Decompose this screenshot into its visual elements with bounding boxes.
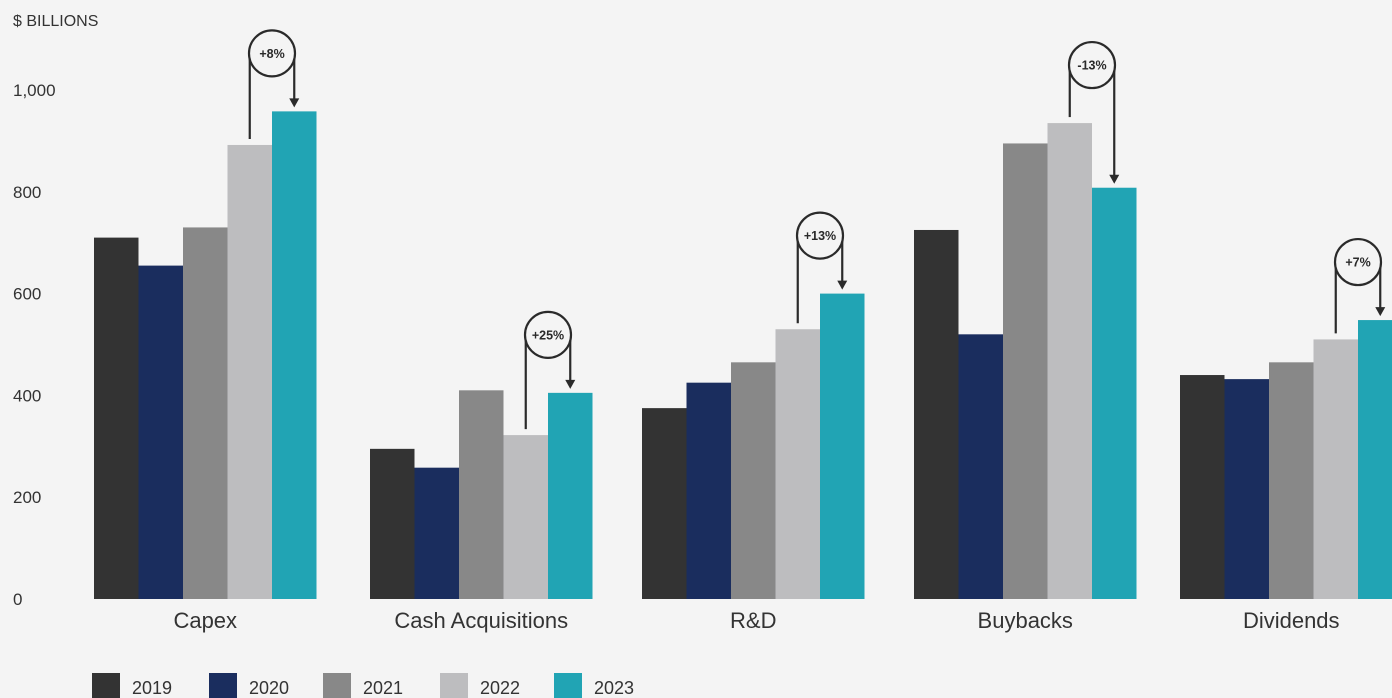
arrowhead (1375, 307, 1386, 317)
legend: 2019 2020 2021 2022 2023 (92, 673, 634, 698)
annotation-circle (247, 29, 297, 78)
x-tick-label: Buybacks (978, 608, 1073, 633)
annotation-circle (1333, 237, 1383, 287)
legend-swatch (209, 673, 237, 698)
annotation-label: +13% (804, 229, 836, 243)
annotation-label: +8% (259, 47, 284, 61)
legend-label: 2019 (132, 678, 172, 698)
legend-swatch (92, 673, 120, 698)
bar (503, 435, 548, 599)
legend-item: 2021 (323, 673, 403, 698)
bar (1224, 379, 1269, 599)
y-tick-label: 800 (13, 183, 41, 202)
y-tick-label: 1,000 (13, 81, 56, 100)
y-tick-label: 200 (13, 488, 41, 507)
change-annotation: +7% (1333, 237, 1386, 334)
legend-item: 2020 (209, 673, 289, 698)
change-annotation: +25% (523, 310, 576, 430)
change-annotation: +8% (247, 29, 300, 139)
x-axis-labels: Capex Cash Acquisitions R&D Buybacks Dividen… (173, 608, 1339, 633)
bar (775, 329, 820, 599)
change-annotations: +8% +25% +13% -13% +7% (247, 29, 1386, 430)
legend-label: 2023 (594, 678, 634, 698)
bar (1313, 339, 1358, 599)
legend-label: 2021 (363, 678, 403, 698)
bar (914, 229, 959, 599)
bar (1092, 187, 1137, 599)
bar (548, 392, 593, 599)
bar (1269, 362, 1314, 599)
legend-label: 2022 (480, 678, 520, 698)
bar (138, 265, 183, 599)
legend-item: 2022 (440, 673, 520, 698)
bar (183, 227, 228, 599)
bar (272, 111, 317, 600)
bar (1358, 320, 1392, 599)
annotation-circle (523, 310, 573, 359)
bar (686, 382, 731, 599)
annotation-circle (795, 211, 845, 260)
annotation-label: +25% (532, 328, 564, 342)
x-tick-label: Dividends (1243, 608, 1340, 633)
y-axis-ticks: 0 200 400 600 800 1,000 (13, 81, 56, 609)
y-tick-label: 0 (13, 590, 22, 609)
annotation-label: -13% (1077, 59, 1106, 73)
y-tick-label: 400 (13, 386, 41, 405)
bar (642, 408, 687, 599)
legend-swatch (440, 673, 468, 698)
change-annotation: +13% (795, 211, 848, 324)
y-axis-label: $ BILLIONS (13, 13, 98, 30)
bar (414, 467, 459, 599)
x-tick-label: Capex (173, 608, 237, 633)
legend-swatch (554, 673, 582, 698)
arrowhead (289, 98, 300, 108)
legend-swatch (323, 673, 351, 698)
change-annotation: -13% (1067, 40, 1120, 184)
bars-group (94, 111, 1392, 600)
legend-label: 2020 (249, 678, 289, 698)
bar (370, 448, 415, 599)
bar (958, 334, 1003, 599)
legend-item: 2019 (92, 673, 172, 698)
bar (1180, 375, 1225, 599)
arrowhead (837, 280, 848, 290)
annotation-circle (1067, 40, 1117, 90)
bar (94, 237, 139, 600)
bar (459, 390, 504, 599)
y-tick-label: 600 (13, 285, 41, 304)
bar (731, 362, 776, 599)
bar (820, 293, 865, 599)
annotation-label: +7% (1345, 256, 1370, 270)
x-tick-label: Cash Acquisitions (394, 608, 568, 633)
arrowhead (1109, 174, 1120, 184)
bar (1003, 143, 1048, 599)
arrowhead (565, 379, 576, 389)
x-tick-label: R&D (730, 608, 776, 633)
bar (1047, 123, 1092, 600)
bar (227, 144, 272, 600)
legend-item: 2023 (554, 673, 634, 698)
